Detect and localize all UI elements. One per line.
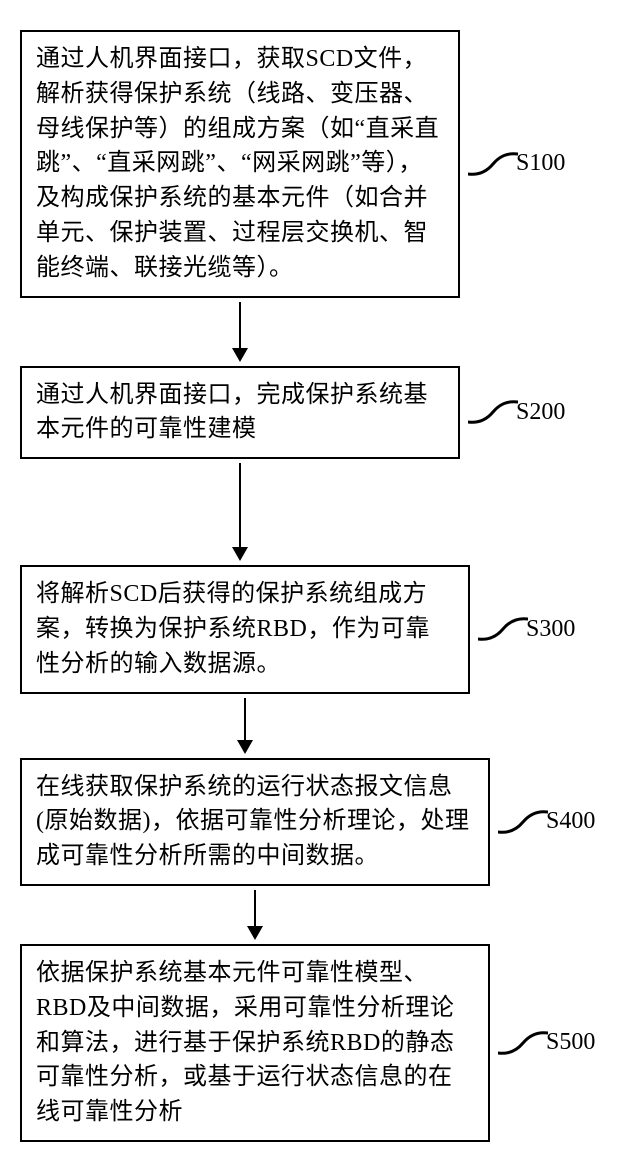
step-label-wrap: S500 (498, 1023, 595, 1063)
step-box-s500: 依据保护系统基本元件可靠性模型、RBD及中间数据，采用可靠性分析理论和算法，进行… (20, 944, 490, 1142)
arrow-down-icon (233, 698, 257, 754)
step-label-wrap: S200 (468, 392, 565, 432)
flowchart-container: 通过人机界面接口，获取SCD文件，解析获得保护系统（线路、变压器、母线保护等）的… (20, 30, 624, 1142)
arrow-down-icon (228, 463, 252, 561)
step-text: 通过人机界面接口，获取SCD文件，解析获得保护系统（线路、变压器、母线保护等）的… (36, 42, 444, 286)
step-row: 依据保护系统基本元件可靠性模型、RBD及中间数据，采用可靠性分析理论和算法，进行… (20, 944, 624, 1142)
connector-curve-icon (498, 802, 548, 842)
step-label-wrap: S100 (468, 144, 565, 184)
connector-curve-icon (468, 392, 518, 432)
step-text: 依据保护系统基本元件可靠性模型、RBD及中间数据，采用可靠性分析理论和算法，进行… (36, 956, 474, 1130)
step-id-label: S200 (516, 399, 565, 426)
step-id-label: S300 (526, 616, 575, 643)
step-row: 通过人机界面接口，完成保护系统基本元件的可靠性建模 S200 (20, 366, 624, 460)
step-box-s100: 通过人机界面接口，获取SCD文件，解析获得保护系统（线路、变压器、母线保护等）的… (20, 30, 460, 298)
step-row: 在线获取保护系统的运行状态报文信息(原始数据)，依据可靠性分析理论，处理成可靠性… (20, 758, 624, 886)
connector-curve-icon (468, 144, 518, 184)
arrow-down-icon (243, 890, 267, 940)
step-box-s400: 在线获取保护系统的运行状态报文信息(原始数据)，依据可靠性分析理论，处理成可靠性… (20, 758, 490, 886)
step-label-wrap: S300 (478, 609, 575, 649)
step-box-s200: 通过人机界面接口，完成保护系统基本元件的可靠性建模 (20, 366, 460, 460)
step-id-label: S400 (546, 808, 595, 835)
step-text: 将解析SCD后获得的保护系统组成方案，转换为保护系统RBD，作为可靠性分析的输入… (36, 577, 454, 681)
step-id-label: S100 (516, 150, 565, 177)
step-row: 将解析SCD后获得的保护系统组成方案，转换为保护系统RBD，作为可靠性分析的输入… (20, 565, 624, 693)
step-text: 通过人机界面接口，完成保护系统基本元件的可靠性建模 (36, 378, 444, 448)
connector-curve-icon (478, 609, 528, 649)
step-box-s300: 将解析SCD后获得的保护系统组成方案，转换为保护系统RBD，作为可靠性分析的输入… (20, 565, 470, 693)
connector-curve-icon (498, 1023, 548, 1063)
step-row: 通过人机界面接口，获取SCD文件，解析获得保护系统（线路、变压器、母线保护等）的… (20, 30, 624, 298)
step-id-label: S500 (546, 1029, 595, 1056)
step-text: 在线获取保护系统的运行状态报文信息(原始数据)，依据可靠性分析理论，处理成可靠性… (36, 770, 474, 874)
step-label-wrap: S400 (498, 802, 595, 842)
arrow-down-icon (228, 302, 252, 362)
